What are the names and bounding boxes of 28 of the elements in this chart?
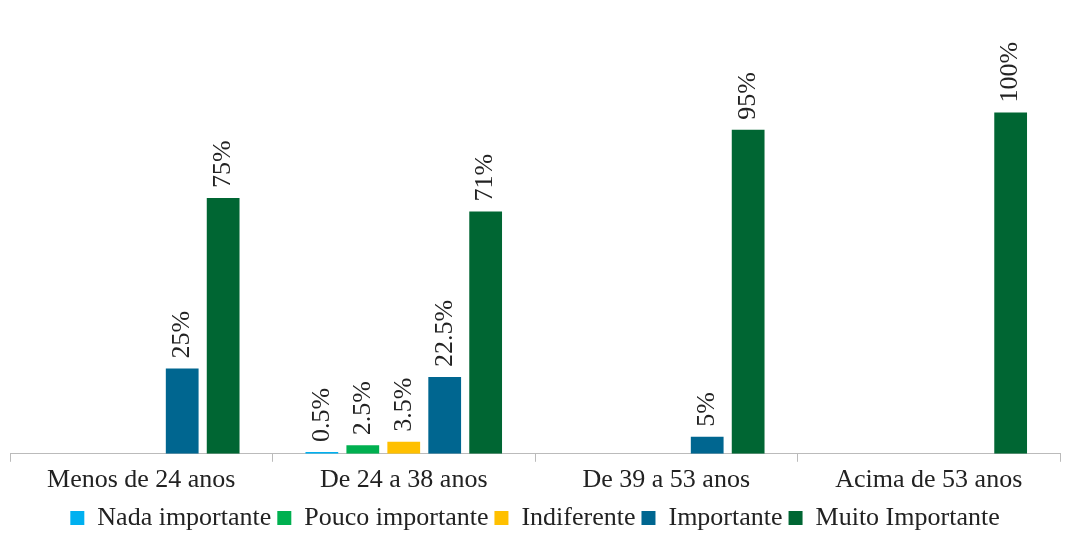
x-tick-label: De 24 a 38 anos — [319, 464, 488, 494]
data-label: 0.5% — [305, 387, 335, 443]
data-label: 71% — [469, 153, 499, 202]
bar — [731, 129, 765, 454]
legend-label: Nada importante — [97, 501, 272, 531]
bar — [428, 377, 462, 454]
legend-label: Importante — [668, 501, 783, 531]
data-label: 25% — [166, 310, 196, 359]
data-label: 22.5% — [428, 299, 458, 368]
bar — [165, 368, 199, 454]
legend-label: Pouco importante — [304, 501, 489, 531]
data-label: 2.5% — [346, 381, 376, 436]
bar — [387, 441, 421, 454]
data-label: 95% — [731, 71, 761, 120]
bar — [690, 436, 724, 454]
bar — [469, 211, 503, 454]
x-tick-label: De 39 a 53 anos — [582, 464, 751, 494]
data-label: 3.5% — [387, 377, 417, 432]
x-tick-label: Menos de 24 anos — [47, 464, 236, 494]
x-tick-label: Acima de 53 anos — [835, 464, 1023, 494]
data-label: 5% — [691, 392, 721, 427]
data-label: 100% — [994, 41, 1024, 103]
bar — [346, 445, 380, 454]
legend-label: Indiferente — [521, 501, 636, 531]
bar — [994, 112, 1028, 454]
bar — [206, 197, 240, 454]
legend-label: Muito Importante — [815, 501, 1000, 531]
data-label: 75% — [206, 140, 236, 188]
